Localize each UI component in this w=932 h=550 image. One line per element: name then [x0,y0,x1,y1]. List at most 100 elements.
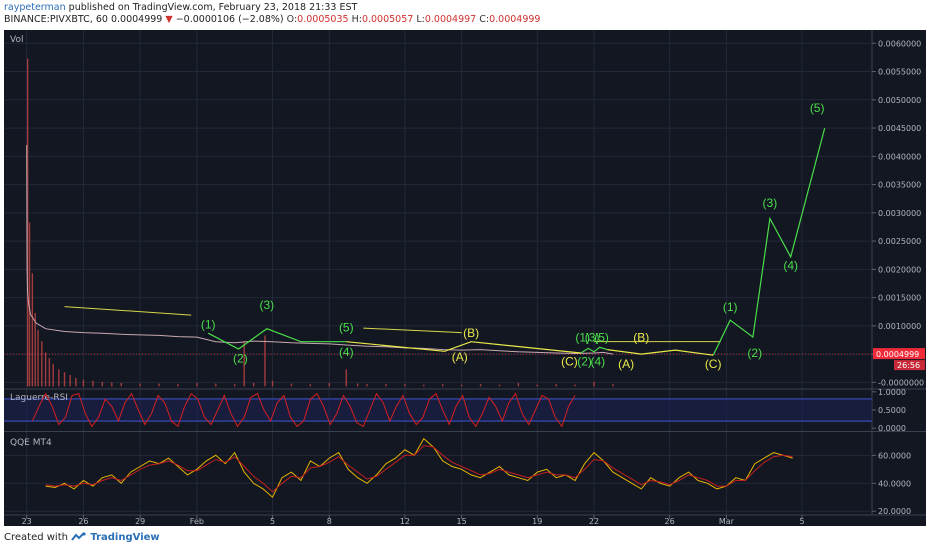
low-value: 0.0004997 [424,14,477,25]
volume-bar [111,382,113,387]
wave-label: (2) [747,346,762,360]
down-arrow-icon: ▼ [165,14,173,25]
price-tag-label: 0.0004999 [876,350,919,359]
volume-bar [555,384,557,387]
series-wave-yellow-projection [607,349,714,356]
wave-label: (2) [577,354,592,368]
y-tick-label: 0.5000 [878,406,906,415]
tradingview-logo-icon [71,532,86,541]
volume-bar [44,352,47,387]
countdown-tag [894,360,925,371]
price-tag [873,348,925,360]
x-tick-label: 12 [400,517,410,526]
chart-background [4,30,926,526]
volume-bar [264,335,266,387]
y-tick-label: 0.0015000 [878,294,921,303]
volume-bar [139,383,141,387]
symbol-label: BINANCE:PIVXBTC, 60 [4,14,108,25]
wave-label: (4) [339,345,354,359]
wave-label: (A) [618,357,634,371]
volume-bar [75,377,77,387]
volume-bar [158,383,160,387]
qqe-slow-line [45,445,793,493]
x-tick-label: Feb [190,517,204,526]
volume-indicator-label: Vol [10,35,23,45]
laguerre-rsi-line [31,392,576,428]
volume-bar [48,358,51,387]
volume-bar [309,384,312,387]
wave-label: (3) [585,331,600,345]
volume-bar [385,384,387,387]
qqe-title: QQE MT4 [10,438,52,448]
y-tick-label: 20.0000 [878,507,911,516]
trend-line [64,306,192,316]
rsi-band-fill [4,399,872,421]
volume-bar [290,383,293,387]
x-tick-label: 22 [589,517,599,526]
y-tick-label: 0.0010000 [878,322,921,331]
x-tick-label: 23 [22,517,32,526]
wave-label: (5) [339,320,354,334]
volume-bar [177,384,179,387]
series-wave-green-projection [712,127,826,356]
volume-bar [536,384,538,387]
author-name[interactable]: raypeterman [4,2,66,13]
high-value: 0.0005057 [361,14,414,25]
tradingview-brand[interactable]: TradingView [90,532,160,543]
y-tick-label: 0.0025000 [878,237,921,246]
volume-bar [243,341,245,387]
open-value: 0.0005035 [297,14,349,25]
volume-bar [101,381,104,387]
volume-bar [52,363,54,387]
volume-bar [328,382,330,387]
y-tick-label: 0.0040000 [878,152,921,161]
volume-bar [37,329,39,387]
y-tick-label: 0.0050000 [878,96,921,105]
x-tick-label: 15 [457,517,467,526]
wave-label: (A) [452,350,468,364]
volume-bar [252,382,255,387]
volume-bar [460,384,463,387]
y-tick-label: 0.0000 [878,424,906,433]
y-tick-label: 0.0060000 [878,39,921,48]
x-tick-label: 19 [532,517,542,526]
low-label: L: [416,14,425,25]
volume-bar [31,273,34,387]
close-label: C: [479,14,490,25]
volume-bar [215,383,217,387]
volume-bar [517,382,520,387]
y-tick-label: 40.0000 [878,479,911,488]
volume-bar [498,384,501,387]
volume-bar [196,382,198,387]
wave-label: (4) [783,258,798,272]
laguerre-title: Laguerre-RSI [10,393,68,403]
last-price: 0.0004999 [110,14,163,25]
volume-bar [26,58,29,387]
chart-canvas[interactable]: 0.0060000 0.0055000 0.0050000 0.0045000 0.00… [4,30,926,526]
high-label: H: [351,14,362,25]
volume-bar [34,312,36,387]
x-tick-label: Mar [719,517,735,526]
series-wave-yellow [346,341,581,354]
volume-bar [58,369,60,387]
volume-bar [28,222,31,387]
volume-bar [356,383,359,387]
publish-line: raypeterman published on TradingView.com… [4,2,357,13]
created-with-label: Created with [4,532,68,543]
volume-bar [271,380,274,387]
x-tick-label: 26 [78,517,88,526]
series-wave-green [207,328,347,350]
x-tick-label: 5 [270,517,275,526]
ohlc-line: BINANCE:PIVXBTC, 60 0.0004999 ▼ −0.00001… [4,14,540,25]
volume-bar [41,341,43,387]
y-tick-label: 0.0045000 [878,124,921,133]
y-tick-label: 1.0000 [878,388,906,397]
y-tick-label: 0.0055000 [878,68,921,77]
wave-label: (1) [201,318,216,332]
open-label: O: [286,14,298,25]
volume-bar [69,375,71,387]
volume-bar [345,369,347,387]
x-tick-label: 5 [799,517,804,526]
x-tick-label: 8 [327,517,332,526]
y-tick-label: 60.0000 [878,451,911,460]
